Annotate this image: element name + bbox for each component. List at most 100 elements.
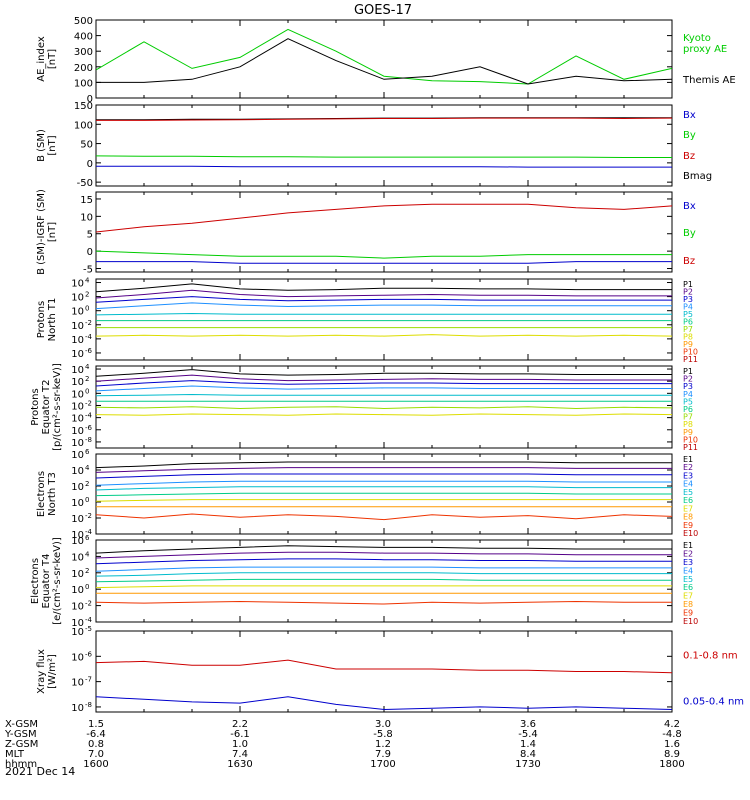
legend-entry: E8 [683,513,693,522]
y-axis-label: [nT] [47,222,58,242]
x-row-value: 7.0 [88,749,104,760]
y-tick-label: 0 [87,159,93,170]
legend-entry: P4 [683,390,693,399]
panel-bsm: 150 100 50 0 -50 B (SM) [nT] Bx By Bz Bmag [36,101,712,189]
y-tick-exponent: 6 [85,534,90,542]
y-tick-exponent: -4 [85,616,93,624]
y-tick-label: 10 [71,602,84,613]
legend-entry: P8 [683,420,693,429]
series-line [96,283,672,293]
series-line [96,572,672,577]
legend-entry: P11 [683,443,698,452]
y-tick-label: 10 [71,678,84,689]
series-line [96,566,672,572]
y-tick-label: 10 [71,389,84,400]
y-tick-exponent: -4 [85,412,93,420]
series-line [96,38,672,85]
y-tick-label: 10 [71,482,84,493]
y-axis-label: North T3 [47,472,58,516]
x-row-value: -5.4 [518,729,538,740]
series-line [96,393,672,397]
series-line [96,165,672,168]
x-row-value: 7.9 [375,749,391,760]
series-line [96,296,672,303]
y-tick-label: -5 [83,265,93,276]
y-tick-exponent: -2 [85,399,92,407]
legend-entry: Bmag [683,171,712,182]
legend-entry: E9 [683,609,693,618]
y-tick-exponent: -2 [85,512,92,520]
legend-entry: E4 [683,480,693,489]
legend-entry: Bz [683,151,695,162]
x-row-value: 3.6 [520,719,536,730]
series-line [96,369,672,377]
series-line [96,558,672,565]
y-tick-label: 10 [71,414,84,425]
legend-entry: E7 [683,592,693,601]
x-row-value: 2.2 [232,719,248,730]
y-tick-label: 10 [71,498,84,509]
legend-entry: P9 [683,340,693,349]
panel-frame [95,19,673,99]
series-line [96,486,672,491]
y-tick-label: 10 [71,335,84,346]
legend-entry: P1 [683,367,693,376]
x-row-label: X-GSM [5,719,38,730]
legend-entry: E1 [683,455,693,464]
x-row-value: 8.4 [520,749,536,760]
legend-entry: P7 [683,413,693,422]
legend-entry: P11 [683,355,698,364]
y-axis-label: North T1 [47,298,58,342]
y-tick-exponent: -4 [85,333,93,341]
series-line [96,380,672,387]
y-tick-exponent: 4 [85,550,90,558]
y-tick-exponent: -5 [85,625,92,633]
series-line [96,203,672,233]
series-line [96,492,672,497]
y-axis-label: B (SM)-IGRF (SM) [36,189,47,275]
y-axis-label: Protons [30,388,41,425]
x-row-value: 3.0 [375,719,391,730]
legend-entry: P5 [683,397,693,406]
legend-entry: By [683,130,696,141]
y-tick-label: 500 [74,16,93,27]
y-tick-label: -50 [77,178,93,189]
series-group [96,203,672,264]
series-line [96,28,672,85]
y-axis-label: Protons [36,301,47,338]
x-row-value: 1.6 [664,739,680,750]
series-line [96,499,672,502]
y-tick-label: 5 [87,230,93,241]
series-line [96,461,672,469]
series-line [96,578,672,583]
panel-frame [95,104,673,187]
legend-entry: 0.1-0.8 nm [683,651,738,662]
series-group [96,28,672,85]
y-tick-label: 10 [71,279,84,290]
legend-entry: Bx [683,110,696,121]
x-row-value: 1.4 [520,739,536,750]
y-tick-label: 10 [71,536,84,547]
y-axis-label: [nT] [47,49,58,69]
x-row-label: MLT [5,749,25,760]
legend-entry: P6 [683,318,693,327]
x-row-value: 7.4 [232,749,248,760]
series-line [96,585,672,589]
series-line [96,334,672,337]
y-tick-exponent: -6 [85,650,93,658]
y-tick-exponent: 0 [85,496,89,504]
legend-entry: P7 [683,325,693,334]
y-tick-label: 100 [74,120,93,131]
legend-entry: P2 [683,375,693,384]
y-tick-label: 10 [71,401,84,412]
y-tick-label: 10 [71,365,84,376]
series-line [96,385,672,392]
y-tick-exponent: -7 [85,676,92,684]
y-tick-exponent: -2 [85,600,92,608]
y-tick-exponent: 2 [85,480,89,488]
legend-entry: P1 [683,280,693,289]
